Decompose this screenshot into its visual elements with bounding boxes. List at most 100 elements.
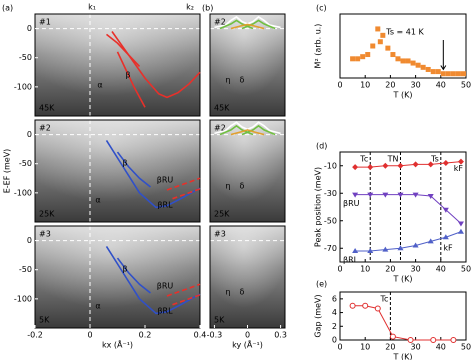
spectrum-glow [35, 120, 200, 222]
point [367, 164, 374, 171]
dispersion [116, 151, 151, 188]
point [427, 238, 434, 244]
annotation: δ [240, 288, 245, 297]
point [407, 337, 414, 343]
annotation: k₁ [88, 3, 96, 12]
y-axis-label: M² (arb. u.) [314, 24, 323, 69]
x-tick-label: 40 [436, 343, 446, 352]
x-tick-label: 20 [385, 265, 395, 274]
temperature-label: 25K [39, 210, 55, 219]
temperature-label: 45K [214, 104, 230, 113]
dispersion [230, 129, 265, 136]
point [362, 302, 369, 309]
point [360, 54, 366, 60]
y-tick-label: -10 [324, 161, 337, 170]
point [375, 26, 381, 32]
annotation: β [125, 71, 130, 80]
point [374, 305, 381, 312]
annotation: δ [240, 182, 245, 191]
y-tick-label: -70 [324, 244, 337, 253]
x-tick-label: 10 [360, 81, 370, 90]
y-axis-label: E-EF (meV) [3, 149, 12, 194]
dispersion [116, 257, 151, 294]
x-tick-label: 10 [360, 265, 370, 274]
x-tick-label: -0.2 [27, 331, 43, 340]
annotation: α [95, 302, 100, 311]
x-tick-label: 0 [337, 343, 342, 352]
annotation: η [225, 182, 230, 191]
dispersion [219, 124, 254, 136]
point [450, 71, 456, 77]
dispersion [166, 177, 201, 191]
y-tick-label: 6 [332, 294, 337, 303]
point [425, 66, 431, 72]
x-tick-label: 0.4 [194, 331, 207, 340]
frame [339, 13, 467, 79]
point [370, 43, 376, 49]
trend-line [355, 231, 462, 252]
x-tick-label: 20 [385, 81, 395, 90]
annotation: Ts = 41 K [385, 28, 424, 37]
point [412, 192, 419, 198]
temperature-label: 45K [39, 104, 55, 113]
sample-label: #2 [214, 124, 226, 133]
dispersion [172, 188, 201, 200]
point [445, 71, 451, 77]
frame [339, 291, 467, 341]
panel-label: (a) [2, 4, 13, 13]
point [415, 62, 421, 68]
annotation: β [122, 265, 127, 274]
y-tick-label: -30 [324, 189, 337, 198]
transition-label: Ts [430, 155, 439, 164]
frame [34, 225, 201, 329]
y-tick-label: 0 [332, 336, 337, 345]
point [352, 248, 359, 253]
trend-line [352, 305, 454, 341]
sample-label: #1 [39, 18, 51, 27]
x-axis-label: T (K) [393, 353, 413, 360]
sample-label: #3 [39, 230, 51, 239]
x-axis-label: ky (Å⁻¹) [232, 339, 263, 350]
point [382, 246, 389, 252]
point [380, 32, 386, 38]
temperature-label: 5K [39, 316, 50, 325]
x-axis-label: kx (Å⁻¹) [102, 339, 133, 350]
point [397, 245, 404, 251]
point [367, 248, 374, 253]
x-tick-label: 0 [87, 331, 92, 340]
x-tick-label: 0 [337, 265, 342, 274]
x-tick-label: 10 [360, 343, 370, 352]
point [420, 64, 426, 70]
point [455, 71, 461, 77]
point [355, 56, 361, 62]
point [365, 52, 371, 58]
point [349, 302, 356, 309]
point [435, 69, 441, 75]
y-axis-label: Peak position (meV) [314, 167, 323, 247]
panel-label: (d) [316, 142, 327, 151]
sample-label: #3 [214, 230, 226, 239]
point [430, 337, 437, 343]
transition-label: Tc [359, 155, 368, 164]
frame [34, 13, 201, 117]
dispersion [116, 51, 146, 108]
spectrum-glow [210, 14, 285, 116]
point [382, 162, 389, 169]
series-label: βRU [343, 199, 360, 208]
annotation: η [225, 76, 230, 85]
sample-label: #2 [214, 18, 226, 27]
dispersion [166, 283, 201, 297]
point [442, 207, 449, 213]
panel-label: (b) [202, 4, 213, 13]
point [457, 228, 464, 234]
point [390, 52, 396, 58]
point [440, 71, 446, 77]
x-tick-label: 0 [337, 81, 342, 90]
point [367, 192, 374, 198]
spectrum-glow [35, 14, 200, 116]
x-axis-label: T (K) [393, 91, 413, 100]
point [430, 69, 436, 75]
point [460, 71, 466, 77]
x-tick-label: 30 [411, 343, 421, 352]
